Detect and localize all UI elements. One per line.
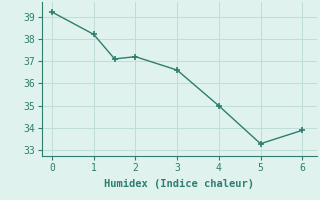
- X-axis label: Humidex (Indice chaleur): Humidex (Indice chaleur): [104, 179, 254, 189]
